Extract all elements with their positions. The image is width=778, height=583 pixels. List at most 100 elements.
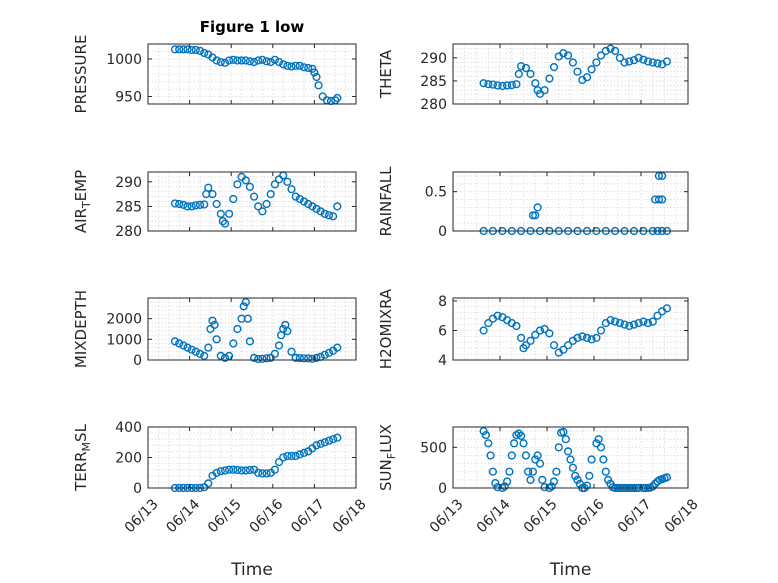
data-point [603,475,613,485]
x-tick-label: 06/14 [474,496,514,536]
data-point [245,57,255,66]
data-point [266,190,275,199]
data-point [526,336,535,345]
data-point [204,479,213,488]
data-point [225,465,234,474]
y-tick-label: 1000 [106,332,142,348]
data-point [304,63,313,73]
data-point [521,63,531,73]
data-point [648,58,657,67]
data-point [283,177,292,186]
y-tick-label: 280 [420,97,447,113]
data-point [245,337,255,346]
data-point [329,212,338,221]
data-point [634,319,643,328]
data-point [225,209,234,218]
data-point [531,455,540,464]
data-point [333,202,342,211]
data-point [299,448,309,458]
y-axis-label: RAINFALL [377,166,395,237]
y-tick-label: 0.5 [425,185,447,201]
data-point [559,49,568,58]
data-point [524,467,533,476]
data-point [287,451,296,461]
data-point [316,207,325,216]
data-point [187,202,196,211]
data-point [582,333,592,343]
data-point [200,48,209,58]
data-point [516,431,526,441]
data-point [258,55,267,64]
data-point [191,45,200,55]
data-point [233,56,242,65]
data-point [528,211,538,220]
data-point [606,44,615,53]
data-point [519,439,528,448]
data-point [587,65,596,74]
x-tick-label: 06/15 [205,496,245,536]
x-tick-label: 06/16 [247,496,287,536]
data-point [225,351,234,361]
y-tick-label: 950 [115,90,142,106]
data-point [187,45,196,55]
y-axis-label: MIXDEPTH [72,290,90,368]
data-point [175,339,184,348]
data-point [596,326,606,335]
data-point [266,353,275,363]
data-point [245,182,255,191]
data-point [573,67,582,76]
data-point [563,341,573,350]
data-point [195,200,205,210]
data-point [220,466,230,475]
data-point [629,56,639,65]
y-tick-label: 2000 [106,312,142,328]
data-point [653,311,662,320]
data-point [615,319,625,328]
axes-box [452,426,689,489]
data-point [512,321,521,331]
data-point [639,55,648,64]
data-point [514,69,523,79]
data-point [653,59,662,68]
data-point [507,80,516,90]
data-point [625,321,634,331]
data-point [314,81,323,90]
data-point [245,465,255,475]
data-point [308,202,317,211]
data-point [540,324,549,334]
data-point [484,439,493,448]
data-point [549,477,559,486]
data-point [258,469,267,478]
data-point [533,451,542,460]
y-tick-label: 200 [115,451,142,467]
data-point [218,217,228,226]
data-point [212,468,221,477]
data-point [216,57,225,67]
y-axis-label: H2OMIXRA [377,288,395,369]
data-point [195,349,205,358]
axes-box [147,43,357,105]
data-point [183,45,192,54]
data-point [493,81,502,90]
data-point [479,326,488,335]
data-point [662,304,672,313]
data-point [262,354,271,363]
data-point [601,46,610,56]
data-point [533,203,542,212]
data-point [592,58,601,67]
data-point [220,353,230,363]
data-point [291,61,300,70]
data-point [488,80,498,89]
data-point [295,194,304,204]
y-tick-label: 290 [420,51,447,67]
y-tick-label: 280 [115,224,142,240]
data-point [291,451,300,461]
data-point [528,467,538,476]
data-point [657,195,667,204]
y-tick-label: 0 [438,224,447,240]
data-point [587,455,596,464]
data-point [233,180,242,189]
data-point [648,482,657,491]
subplot-8: 06/13 06/14 06/15 06/16 06/17 06/18 0 500 SUNFLU… [377,424,702,580]
data-point [521,341,531,350]
